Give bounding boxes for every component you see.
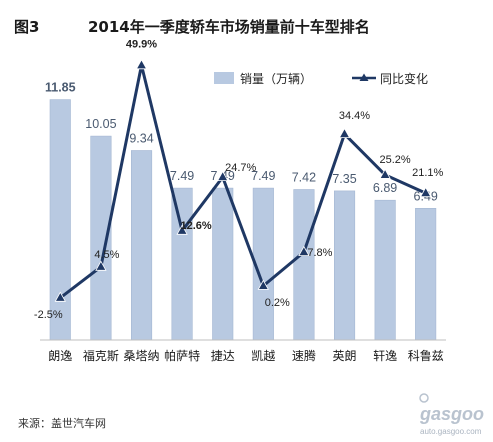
growth-value-label: 12.6% [180, 220, 211, 232]
watermark-emblem [419, 393, 429, 403]
growth-value-label: 0.2% [265, 297, 290, 309]
figure-number: 图3 [14, 18, 39, 36]
watermark-logo: gasgoo [419, 404, 484, 424]
category-label: 捷达 [211, 349, 235, 363]
category-label: 科鲁兹 [408, 349, 444, 363]
bar-series [49, 99, 437, 341]
chart-title: 2014年一季度轿车市场销量前十车型排名 [88, 18, 370, 36]
growth-value-label: 24.7% [225, 162, 256, 174]
growth-marker [54, 291, 66, 302]
bar [131, 150, 153, 341]
bar [171, 187, 193, 341]
growth-marker [379, 168, 391, 179]
legend-line-label: 同比变化 [380, 71, 428, 86]
growth-value-label: 25.2% [379, 154, 410, 166]
category-label: 福克斯 [83, 348, 119, 363]
legend-bar-label: 销量（万辆） [240, 72, 312, 86]
bar-value-label: 7.49 [170, 169, 194, 183]
bar-value-label: 9.34 [129, 132, 153, 146]
bar-value-label: 7.42 [292, 171, 316, 185]
bar-value-label: 6.89 [373, 181, 397, 195]
legend-line-marker [359, 73, 369, 81]
growth-value-label: -2.5% [34, 309, 63, 321]
category-label: 帕萨特 [164, 348, 200, 363]
category-label: 凯越 [251, 349, 275, 363]
growth-marker [257, 279, 269, 290]
bar [293, 189, 315, 341]
category-label: 速腾 [292, 348, 316, 363]
growth-marker [135, 58, 148, 70]
bar-value-label: 11.85 [45, 81, 76, 95]
bar-value-label: 7.49 [251, 169, 275, 183]
growth-value-labels: -2.5% 4.5% 49.9% 12.6% 24.7% 0.2% 7.8% 34.4% 25.… [34, 38, 444, 321]
growth-value-label: 34.4% [339, 110, 370, 122]
watermark: gasgoo auto.gasgoo.com [419, 393, 484, 436]
growth-marker [338, 127, 351, 138]
growth-value-label: 49.9% [126, 38, 157, 50]
bar [333, 190, 356, 341]
category-label: 轩逸 [373, 349, 397, 363]
growth-value-label: 21.1% [412, 167, 443, 179]
growth-marker [298, 245, 310, 256]
source-note: 来源：盖世汽车网 [18, 416, 106, 430]
bar-value-labels: 11.8510.059.347.497.497.497.427.356.896.… [45, 81, 438, 204]
category-label: 朗逸 [48, 349, 72, 363]
growth-markers [54, 58, 432, 302]
growth-value-label: 4.5% [94, 249, 119, 261]
watermark-site: auto.gasgoo.com [420, 427, 482, 436]
bar-value-label: 7.35 [332, 172, 356, 186]
bar [49, 99, 71, 341]
bar-value-label: 10.05 [85, 117, 116, 131]
growth-marker [420, 186, 432, 197]
bar [212, 187, 234, 341]
legend-bar-swatch [214, 72, 234, 84]
bar [415, 208, 437, 341]
category-label: 桑塔纳 [123, 349, 159, 363]
growth-marker [176, 224, 188, 235]
growth-marker [217, 170, 229, 181]
category-labels: 朗逸 福克斯 桑塔纳 帕萨特 捷达 凯越 速腾 英朗 轩逸 科鲁兹 [48, 348, 443, 363]
category-label: 英朗 [332, 349, 356, 363]
growth-marker [95, 260, 107, 271]
growth-line [59, 63, 427, 299]
legend: 销量（万辆） 同比变化 [214, 71, 428, 86]
bar [374, 199, 396, 341]
growth-value-label: 7.8% [307, 247, 332, 259]
